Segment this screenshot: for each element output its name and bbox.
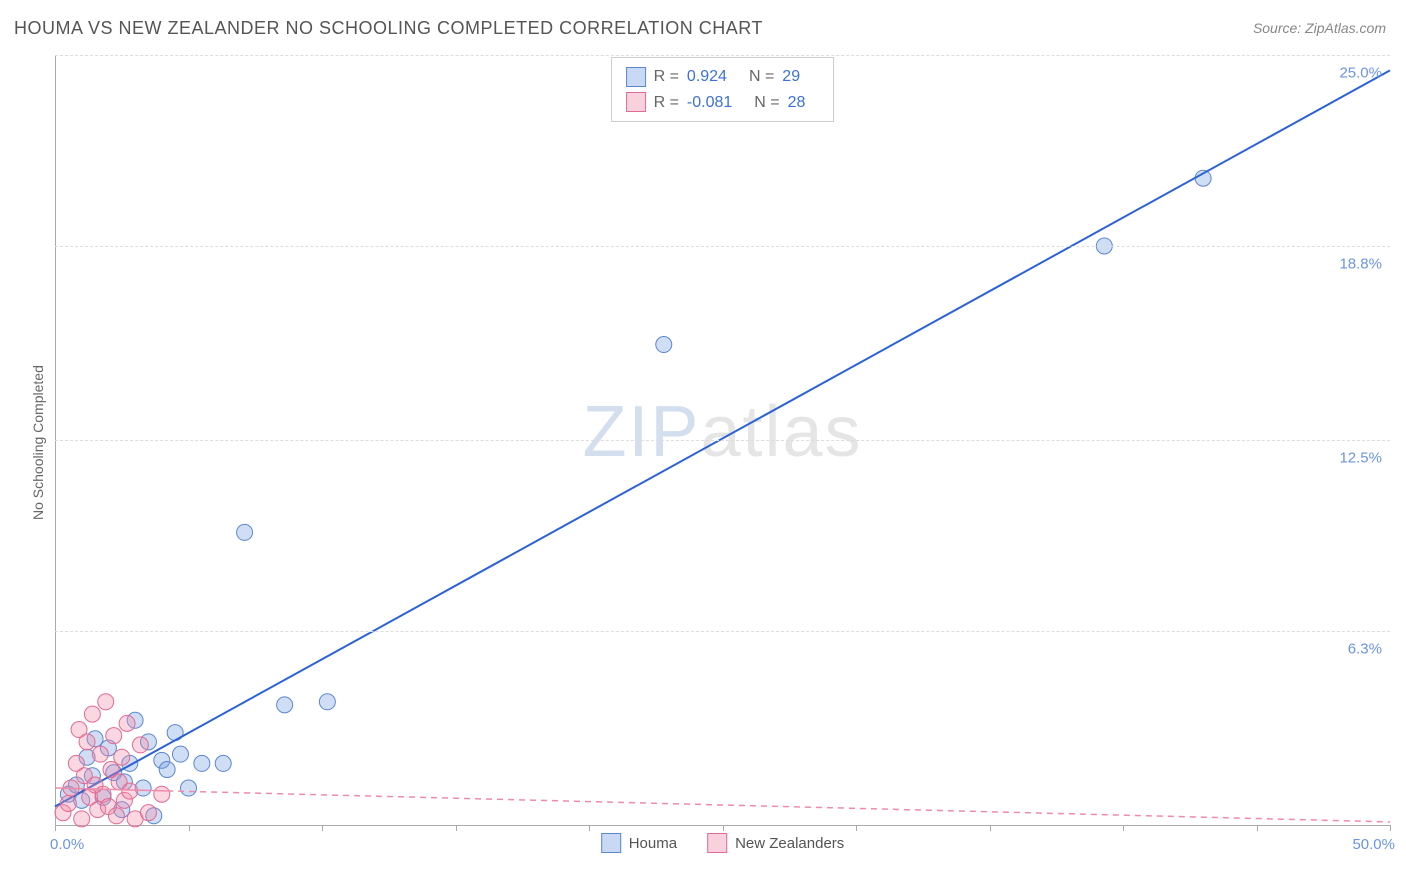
data-point — [172, 746, 188, 762]
n-label: N = — [749, 64, 774, 90]
data-point — [181, 780, 197, 796]
data-point — [194, 755, 210, 771]
data-point — [277, 697, 293, 713]
data-point — [215, 755, 231, 771]
gridline — [55, 631, 1390, 632]
r-label: R = — [654, 90, 679, 116]
data-point — [132, 737, 148, 753]
chart-title: HOUMA VS NEW ZEALANDER NO SCHOOLING COMP… — [14, 18, 763, 39]
stats-swatch — [626, 92, 646, 112]
x-tick — [322, 825, 323, 831]
data-point — [119, 715, 135, 731]
data-point — [114, 749, 130, 765]
stats-swatch — [626, 67, 646, 87]
gridline — [55, 440, 1390, 441]
legend-swatch — [601, 833, 621, 853]
x-tick — [1123, 825, 1124, 831]
y-tick-label: 25.0% — [1339, 65, 1382, 82]
trend-line-dashed — [167, 791, 1390, 822]
gridline — [55, 246, 1390, 247]
y-axis-label: No Schooling Completed — [30, 365, 46, 520]
x-tick — [990, 825, 991, 831]
y-tick-label: 18.8% — [1339, 255, 1382, 272]
legend-item: Houma — [601, 833, 677, 853]
r-value: 0.924 — [687, 64, 727, 90]
x-tick — [189, 825, 190, 831]
x-tick — [1390, 825, 1391, 831]
data-point — [84, 706, 100, 722]
legend-swatch — [707, 833, 727, 853]
data-point — [106, 728, 122, 744]
legend-label: Houma — [629, 835, 677, 852]
y-tick-label: 6.3% — [1348, 640, 1382, 657]
trend-line — [55, 70, 1390, 806]
data-point — [656, 337, 672, 353]
stats-box: R =0.924N =29R =-0.081N =28 — [611, 57, 835, 122]
n-value: 28 — [788, 90, 806, 116]
y-tick-label: 12.5% — [1339, 450, 1382, 467]
legend: Houma New Zealanders — [601, 833, 845, 853]
stats-row: R = -0.081 N = 28 — [626, 90, 820, 116]
x-tick — [456, 825, 457, 831]
x-tick — [856, 825, 857, 831]
data-point — [98, 694, 114, 710]
data-point — [122, 783, 138, 799]
x-tick — [1257, 825, 1258, 831]
source-label: Source: ZipAtlas.com — [1253, 20, 1386, 36]
x-tick — [55, 825, 56, 831]
n-value: 29 — [782, 64, 800, 90]
data-point — [60, 795, 76, 811]
data-point — [79, 734, 95, 750]
x-axis-max-label: 50.0% — [1352, 836, 1395, 853]
data-point — [159, 762, 175, 778]
chart-area: ZIPatlas R =0.924N =29R =-0.081N =28 0.0… — [55, 55, 1390, 826]
x-axis-min-label: 0.0% — [50, 836, 84, 853]
n-label: N = — [754, 90, 779, 116]
stats-row: R = 0.924 N = 29 — [626, 64, 820, 90]
data-point — [319, 694, 335, 710]
x-tick — [723, 825, 724, 831]
data-point — [108, 808, 124, 824]
data-point — [237, 524, 253, 540]
x-tick — [589, 825, 590, 831]
data-point — [154, 786, 170, 802]
r-value: -0.081 — [687, 90, 732, 116]
legend-label: New Zealanders — [735, 835, 844, 852]
data-point — [92, 746, 108, 762]
r-label: R = — [654, 64, 679, 90]
data-point — [140, 805, 156, 821]
legend-item: New Zealanders — [707, 833, 844, 853]
data-point — [74, 811, 90, 827]
gridline — [55, 55, 1390, 56]
